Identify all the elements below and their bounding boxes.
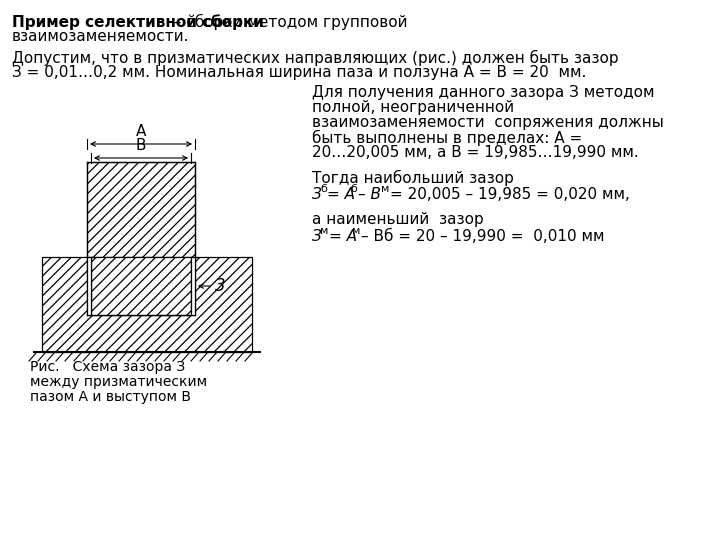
Text: Рис.   Схема зазора З: Рис. Схема зазора З: [30, 360, 185, 374]
Text: – В: – В: [358, 187, 381, 202]
Bar: [191, 257, 195, 315]
Text: В: В: [136, 138, 146, 153]
Text: – Вб = 20 – 19,990 =  0,010 мм: – Вб = 20 – 19,990 = 0,010 мм: [361, 229, 605, 244]
Text: Для получения данного зазора З методом: Для получения данного зазора З методом: [312, 85, 654, 100]
Text: а наименьший  зазор: а наименьший зазор: [312, 212, 484, 227]
Text: – сборки методом групповой: – сборки методом групповой: [169, 14, 408, 30]
Text: З = 0,01…0,2 мм. Номинальная ширина паза и ползуна А = В = 20  мм.: З = 0,01…0,2 мм. Номинальная ширина паза…: [12, 65, 586, 80]
Text: м: м: [352, 226, 361, 236]
Text: м: м: [320, 226, 328, 236]
Text: = А: = А: [327, 187, 355, 202]
Text: между призматическим: между призматическим: [30, 375, 207, 389]
Text: б: б: [320, 184, 327, 194]
Text: быть выполнены в пределах: А =: быть выполнены в пределах: А =: [312, 130, 582, 146]
Text: б: б: [350, 184, 357, 194]
Polygon shape: [42, 257, 252, 352]
Text: взаимозаменяемости.: взаимозаменяемости.: [12, 29, 189, 44]
Text: пазом А и выступом В: пазом А и выступом В: [30, 390, 191, 404]
Text: Пример селективной сборки: Пример селективной сборки: [12, 14, 264, 30]
Bar: [87, 257, 91, 315]
Text: З: З: [312, 229, 322, 244]
Polygon shape: [87, 162, 195, 257]
Text: полной, неограниченной: полной, неограниченной: [312, 100, 514, 115]
Text: взаимозаменяемости  сопряжения должны: взаимозаменяемости сопряжения должны: [312, 115, 664, 130]
Text: З: З: [312, 187, 322, 202]
Text: Допустим, что в призматических направляющих (рис.) должен быть зазор: Допустим, что в призматических направляю…: [12, 50, 618, 66]
Text: 3: 3: [215, 277, 225, 295]
Polygon shape: [91, 257, 191, 315]
Text: = 20,005 – 19,985 = 0,020 мм,: = 20,005 – 19,985 = 0,020 мм,: [390, 187, 630, 202]
Text: 20…20,005 мм, а В = 19,985…19,990 мм.: 20…20,005 мм, а В = 19,985…19,990 мм.: [312, 145, 639, 160]
Text: = А: = А: [329, 229, 357, 244]
Text: А: А: [136, 124, 146, 139]
Text: м: м: [381, 184, 390, 194]
Text: Тогда наибольший зазор: Тогда наибольший зазор: [312, 170, 514, 186]
